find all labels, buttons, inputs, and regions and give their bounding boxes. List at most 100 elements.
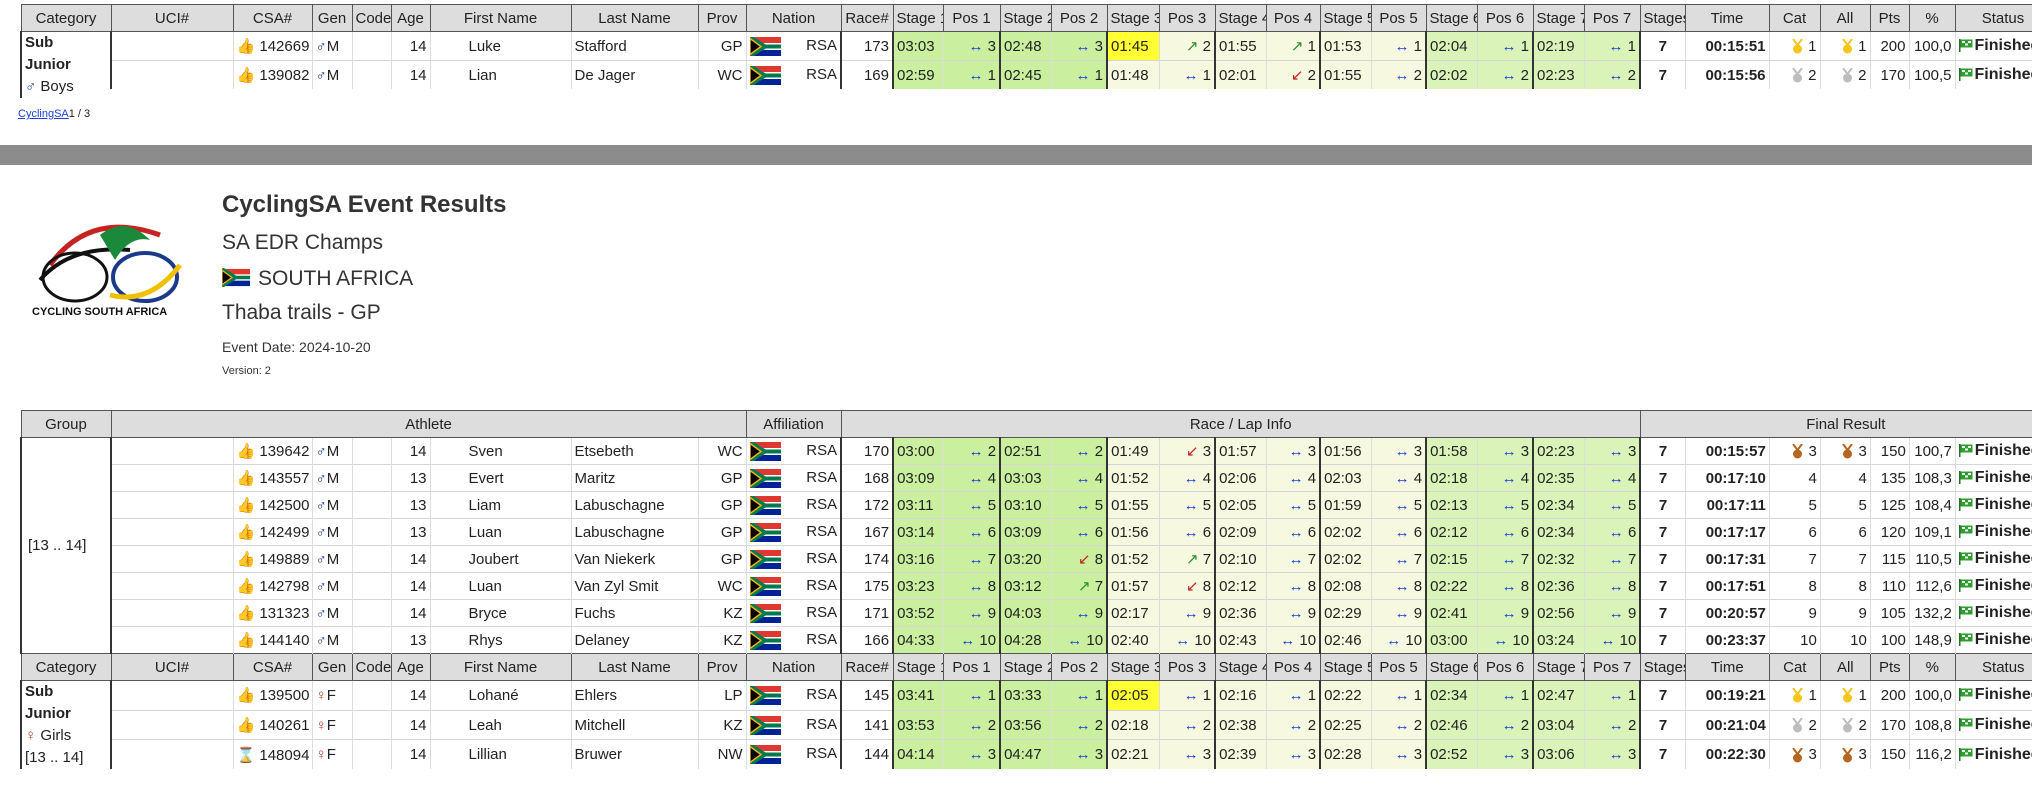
- column-header[interactable]: Pts: [1869, 4, 1910, 32]
- nation-cell: RSA: [745, 545, 842, 573]
- stage-position-cell: ↔ 9: [1265, 599, 1321, 627]
- column-header[interactable]: Stage 7: [1532, 653, 1585, 681]
- column-header[interactable]: Race#: [840, 4, 894, 32]
- column-header[interactable]: All: [1819, 653, 1871, 681]
- stage-time-cell: 02:36: [1532, 572, 1585, 600]
- position-up-icon: ↗: [1290, 38, 1304, 56]
- column-header[interactable]: Stage 6: [1425, 4, 1478, 32]
- column-header[interactable]: Stage 4: [1214, 4, 1267, 32]
- column-header[interactable]: First Name: [429, 4, 572, 32]
- column-header[interactable]: Pos 4: [1265, 653, 1321, 681]
- column-header[interactable]: Pos 3: [1158, 4, 1216, 32]
- column-header[interactable]: Prov: [697, 4, 747, 32]
- stage-time-cell: 02:56: [1532, 599, 1585, 627]
- column-header[interactable]: Stage 2: [999, 653, 1052, 681]
- column-header[interactable]: Last Name: [570, 4, 699, 32]
- column-header[interactable]: Time: [1684, 4, 1770, 32]
- column-header[interactable]: Time: [1684, 653, 1770, 681]
- stage-position-cell: ↔ 3: [942, 739, 1001, 769]
- column-header[interactable]: Code: [351, 653, 392, 681]
- stage-position-cell: ↔ 7: [1583, 545, 1641, 573]
- csa-cell: 👍 139642: [232, 437, 312, 465]
- column-header[interactable]: Pos 1: [942, 653, 1001, 681]
- position-same-icon: ↔: [1386, 631, 1402, 649]
- column-header[interactable]: CSA#: [232, 653, 313, 681]
- stage-time-cell: 03:56: [999, 709, 1052, 740]
- column-header[interactable]: Pos 7: [1583, 4, 1641, 32]
- column-header[interactable]: %: [1908, 653, 1956, 681]
- column-header[interactable]: Pos 7: [1583, 653, 1641, 681]
- stage-position-cell: ↔ 7: [1476, 545, 1534, 573]
- cat-position-cell: 6: [1768, 518, 1821, 546]
- column-header[interactable]: Prov: [697, 653, 747, 681]
- column-header[interactable]: Pts: [1869, 653, 1910, 681]
- cyclingsa-link[interactable]: CyclingSA: [18, 108, 69, 120]
- column-header[interactable]: %: [1908, 4, 1956, 32]
- column-header[interactable]: First Name: [429, 653, 572, 681]
- column-header[interactable]: Pos 6: [1476, 4, 1534, 32]
- column-header[interactable]: Category: [20, 653, 112, 681]
- column-header[interactable]: Stages: [1639, 4, 1686, 32]
- stage-time-cell: 02:02: [1319, 545, 1372, 573]
- age-cell: 14: [390, 30, 430, 61]
- column-header[interactable]: Pos 2: [1050, 4, 1108, 32]
- stage-time-cell: 04:33: [892, 626, 944, 654]
- column-header[interactable]: Stage 1: [892, 653, 944, 681]
- column-header[interactable]: Gen: [311, 4, 353, 32]
- affiliation-header[interactable]: Affiliation: [745, 410, 842, 438]
- column-header[interactable]: Stage 3: [1106, 653, 1160, 681]
- column-header[interactable]: Cat: [1768, 653, 1821, 681]
- stage-position-cell: ↔ 3: [1265, 437, 1321, 465]
- column-header[interactable]: Race#: [840, 653, 894, 681]
- position-same-icon: ↔: [1394, 746, 1410, 764]
- column-header[interactable]: Stages: [1639, 653, 1686, 681]
- column-header[interactable]: Gen: [311, 653, 353, 681]
- column-header[interactable]: Code: [351, 4, 392, 32]
- column-header[interactable]: Pos 3: [1158, 653, 1216, 681]
- column-header[interactable]: Stage 3: [1106, 4, 1160, 32]
- column-header[interactable]: Stage 4: [1214, 653, 1267, 681]
- points-cell: 105: [1869, 599, 1910, 627]
- column-header[interactable]: UCI#: [110, 653, 234, 681]
- province-cell: GP: [697, 491, 747, 519]
- column-header[interactable]: Age: [390, 4, 431, 32]
- column-header[interactable]: UCI#: [110, 4, 234, 32]
- column-header[interactable]: Age: [390, 653, 431, 681]
- medal-icon: [1792, 39, 1803, 54]
- column-header[interactable]: Pos 4: [1265, 4, 1321, 32]
- column-header[interactable]: CSA#: [232, 4, 313, 32]
- position-same-icon: ↔: [1280, 631, 1296, 649]
- position-same-icon: ↔: [968, 523, 984, 541]
- category-cell: Sub Junior ♂ Boys: [20, 31, 111, 98]
- column-header[interactable]: Stage 1: [892, 4, 944, 32]
- column-header[interactable]: Pos 2: [1050, 653, 1108, 681]
- column-header[interactable]: Pos 5: [1370, 4, 1427, 32]
- column-header[interactable]: Stage 6: [1425, 653, 1478, 681]
- stage-time-cell: 04:14: [892, 739, 944, 769]
- column-header[interactable]: All: [1819, 4, 1871, 32]
- column-header[interactable]: Stage 7: [1532, 4, 1585, 32]
- column-header[interactable]: Last Name: [570, 653, 699, 681]
- position-same-icon: ↔: [1501, 523, 1517, 541]
- column-header[interactable]: Stage 5: [1319, 653, 1372, 681]
- column-header[interactable]: Pos 6: [1476, 653, 1534, 681]
- stage-time-cell: 02:38: [1214, 709, 1267, 740]
- column-header[interactable]: Category: [20, 4, 112, 32]
- column-header[interactable]: Pos 1: [942, 4, 1001, 32]
- position-same-icon: ↔: [1501, 66, 1517, 84]
- stage-position-cell: ↔ 7: [1265, 545, 1321, 573]
- athlete-header[interactable]: Athlete: [110, 410, 747, 438]
- group-header[interactable]: Group: [20, 410, 112, 438]
- column-header[interactable]: Nation: [745, 4, 842, 32]
- finish-flag-icon: [1958, 606, 1973, 619]
- page-title: CyclingSA Event Results: [222, 191, 507, 218]
- column-header[interactable]: Nation: [745, 653, 842, 681]
- column-header[interactable]: Stage 2: [999, 4, 1052, 32]
- race-lap-header[interactable]: Race / Lap Info: [840, 410, 1641, 438]
- column-header[interactable]: Pos 5: [1370, 653, 1427, 681]
- column-header[interactable]: Cat: [1768, 4, 1821, 32]
- column-header[interactable]: Status: [1954, 653, 2032, 681]
- final-result-header[interactable]: Final Result: [1639, 410, 2032, 438]
- column-header[interactable]: Status: [1954, 4, 2032, 32]
- column-header[interactable]: Stage 5: [1319, 4, 1372, 32]
